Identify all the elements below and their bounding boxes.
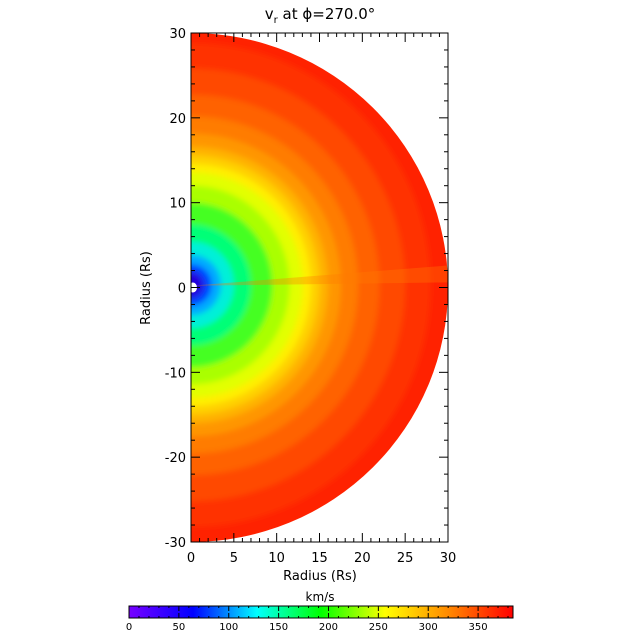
x-tick-label: 15 [311,551,328,566]
y-tick-label: -30 [165,536,186,551]
colorbar-tick-label: 200 [319,622,338,633]
x-tick-label: 0 [187,551,195,566]
x-tick-label: 10 [268,551,285,566]
x-tick-label: 25 [397,551,414,566]
streamer-wedge [191,265,448,286]
y-tick-label: 10 [169,197,186,212]
colorbar-tick-label: 250 [369,622,388,633]
velocity-band-14 [191,254,221,316]
colorbar-tick-label: 300 [419,622,438,633]
x-axis-label: Radius (Rs) [283,569,357,584]
velocity-band-16 [191,271,204,298]
y-tick-label: -10 [165,366,186,381]
colorbar-tick-label: 50 [173,622,186,633]
plot-axes: 0 5 10 15 20 25 30 -30 -20 -10 0 10 20 30 [165,27,457,566]
y-tick-label: -20 [165,451,186,466]
colorbar-tick-label: 0 [126,622,132,633]
y-tick-label: 30 [169,27,186,42]
colorbar-label: km/s [306,590,335,604]
colorbar-tick-label: 150 [269,622,288,633]
y-tick-label: 0 [178,282,186,297]
colorbar-ticks: 0 50 100 150 200 250 300 350 [126,606,509,633]
colorbar-tick-label: 350 [469,622,488,633]
chart-title: vr at ϕ=270.0° [265,5,376,26]
heatmap-area [191,33,448,542]
x-tick-label: 30 [440,551,457,566]
colorbar-tick-label: 100 [219,622,238,633]
x-tick-label: 5 [230,551,238,566]
y-tick-label: 20 [169,112,186,127]
colorbar [128,605,514,619]
y-axis-label: Radius (Rs) [139,251,154,325]
x-tick-label: 20 [354,551,371,566]
